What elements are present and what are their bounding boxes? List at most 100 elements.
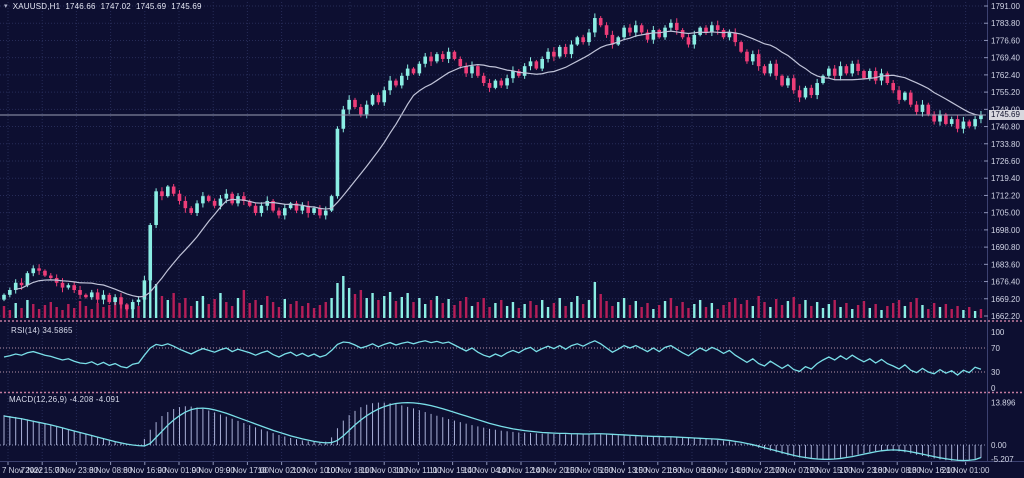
candle-body: [961, 121, 966, 129]
time-axis-label: 14 Nov 20:00: [531, 466, 579, 475]
candle-body: [727, 32, 732, 38]
volume-bar: [213, 299, 216, 318]
candle-body: [540, 58, 544, 69]
candle-body: [95, 292, 100, 300]
candle-body: [908, 92, 913, 105]
candle-body: [552, 51, 556, 57]
candle-body: [745, 51, 749, 62]
candle-body: [259, 205, 264, 213]
volume-bar: [14, 303, 17, 318]
volume-bar: [84, 306, 88, 318]
candle-body: [382, 90, 387, 103]
volume-bar: [236, 298, 240, 318]
candle-body: [827, 68, 831, 76]
candle-body: [774, 63, 778, 76]
candle-body: [13, 282, 18, 291]
volume-bar: [821, 308, 825, 318]
candle-body: [376, 95, 381, 103]
rsi-axis-label: 70: [991, 344, 1000, 353]
volume-bar: [394, 301, 398, 318]
volume-bar: [856, 305, 860, 318]
candle-body: [569, 44, 574, 55]
volume-bar: [482, 298, 485, 318]
volume-bar: [915, 298, 918, 318]
volume-bar: [745, 300, 749, 318]
volume-bar: [137, 306, 140, 318]
rsi-axis[interactable]: 100 70 30 0: [991, 328, 1005, 393]
candle-body: [838, 66, 843, 76]
volume-bar: [523, 304, 526, 318]
pane-separators: [0, 0, 1024, 462]
volume-bar: [342, 276, 345, 318]
candle-body: [967, 121, 972, 127]
time-axis-label: 16 Nov 22:00: [737, 466, 785, 475]
candle-body: [581, 37, 585, 43]
price-axis-label: 1776.60: [991, 36, 1020, 45]
candle-body: [300, 205, 305, 211]
candle-body: [400, 75, 404, 86]
volume-bar: [927, 309, 930, 318]
price-axis-label: 1791.00: [991, 2, 1020, 11]
candle-body: [72, 285, 76, 291]
candle-body: [476, 66, 480, 76]
volume-bar: [581, 304, 585, 318]
volume-bar: [757, 296, 760, 318]
volume-bar: [587, 300, 591, 318]
candle-body: [405, 68, 410, 76]
volume-bar: [687, 308, 690, 318]
time-axis-label: 16 Nov 14:00: [702, 466, 750, 475]
quote-low: 1745.69: [135, 2, 167, 11]
volume-bar: [780, 305, 784, 318]
volume-bar: [675, 306, 678, 318]
candle-body: [183, 200, 188, 209]
volume-bar: [429, 300, 433, 318]
candle-body: [60, 282, 65, 288]
ma-line: [15, 30, 982, 298]
time-axis-label: 7 Nov 2022: [2, 466, 43, 475]
candle-body: [634, 25, 638, 33]
volume-bar: [488, 307, 491, 318]
volume-bar: [154, 284, 158, 318]
price-axis-label: 1740.80: [991, 123, 1020, 132]
price-axis-label: 1762.40: [991, 71, 1020, 80]
time-axis-label: 18 Nov 08:00: [873, 466, 921, 475]
volume-bar: [377, 300, 380, 318]
time-axis-label: 10 Nov 02:00: [258, 466, 306, 475]
candle-body: [464, 66, 468, 74]
price-axis-label: 1676.40: [991, 278, 1020, 287]
candle-body: [721, 30, 726, 38]
volume-bar: [459, 301, 462, 318]
time-axis-label: 11 Nov 19:00: [429, 466, 477, 475]
candle-body: [756, 54, 761, 67]
volume-bar: [149, 280, 152, 318]
candle-body: [271, 200, 275, 211]
macd-axis-label: -5.207: [991, 455, 1014, 464]
time-axis-label: 15 Nov 21:00: [634, 466, 682, 475]
time-axis-label: 15 Nov 13:00: [600, 466, 648, 475]
volume-bar: [529, 301, 532, 318]
candle-body: [505, 78, 509, 86]
volume-bar: [710, 303, 714, 318]
symbol-period-label: XAUUSD,H1: [12, 2, 61, 11]
candle-body: [517, 70, 521, 76]
macd-axis[interactable]: 13.896 0.00 -5.207: [991, 399, 1016, 464]
volume-bar: [962, 310, 965, 318]
candle-body: [177, 193, 182, 201]
volume-bar: [751, 306, 754, 318]
candle-body: [446, 51, 451, 59]
volume-bar: [576, 296, 579, 318]
candle-body: [944, 114, 948, 124]
candle-body: [411, 68, 416, 74]
candle-body: [651, 30, 656, 40]
volume-bar: [763, 302, 766, 318]
candle-body: [751, 54, 755, 62]
candle-body: [786, 78, 790, 86]
candle-body: [318, 208, 322, 216]
volume-bar: [973, 311, 977, 318]
price-axis-label: 1769.40: [991, 54, 1020, 63]
price-axis[interactable]: 1791.00 1783.80 1776.60 1769.40 1762.40 1755.…: [984, 2, 1020, 321]
volume-bar: [728, 302, 731, 318]
candle-body: [604, 25, 609, 35]
